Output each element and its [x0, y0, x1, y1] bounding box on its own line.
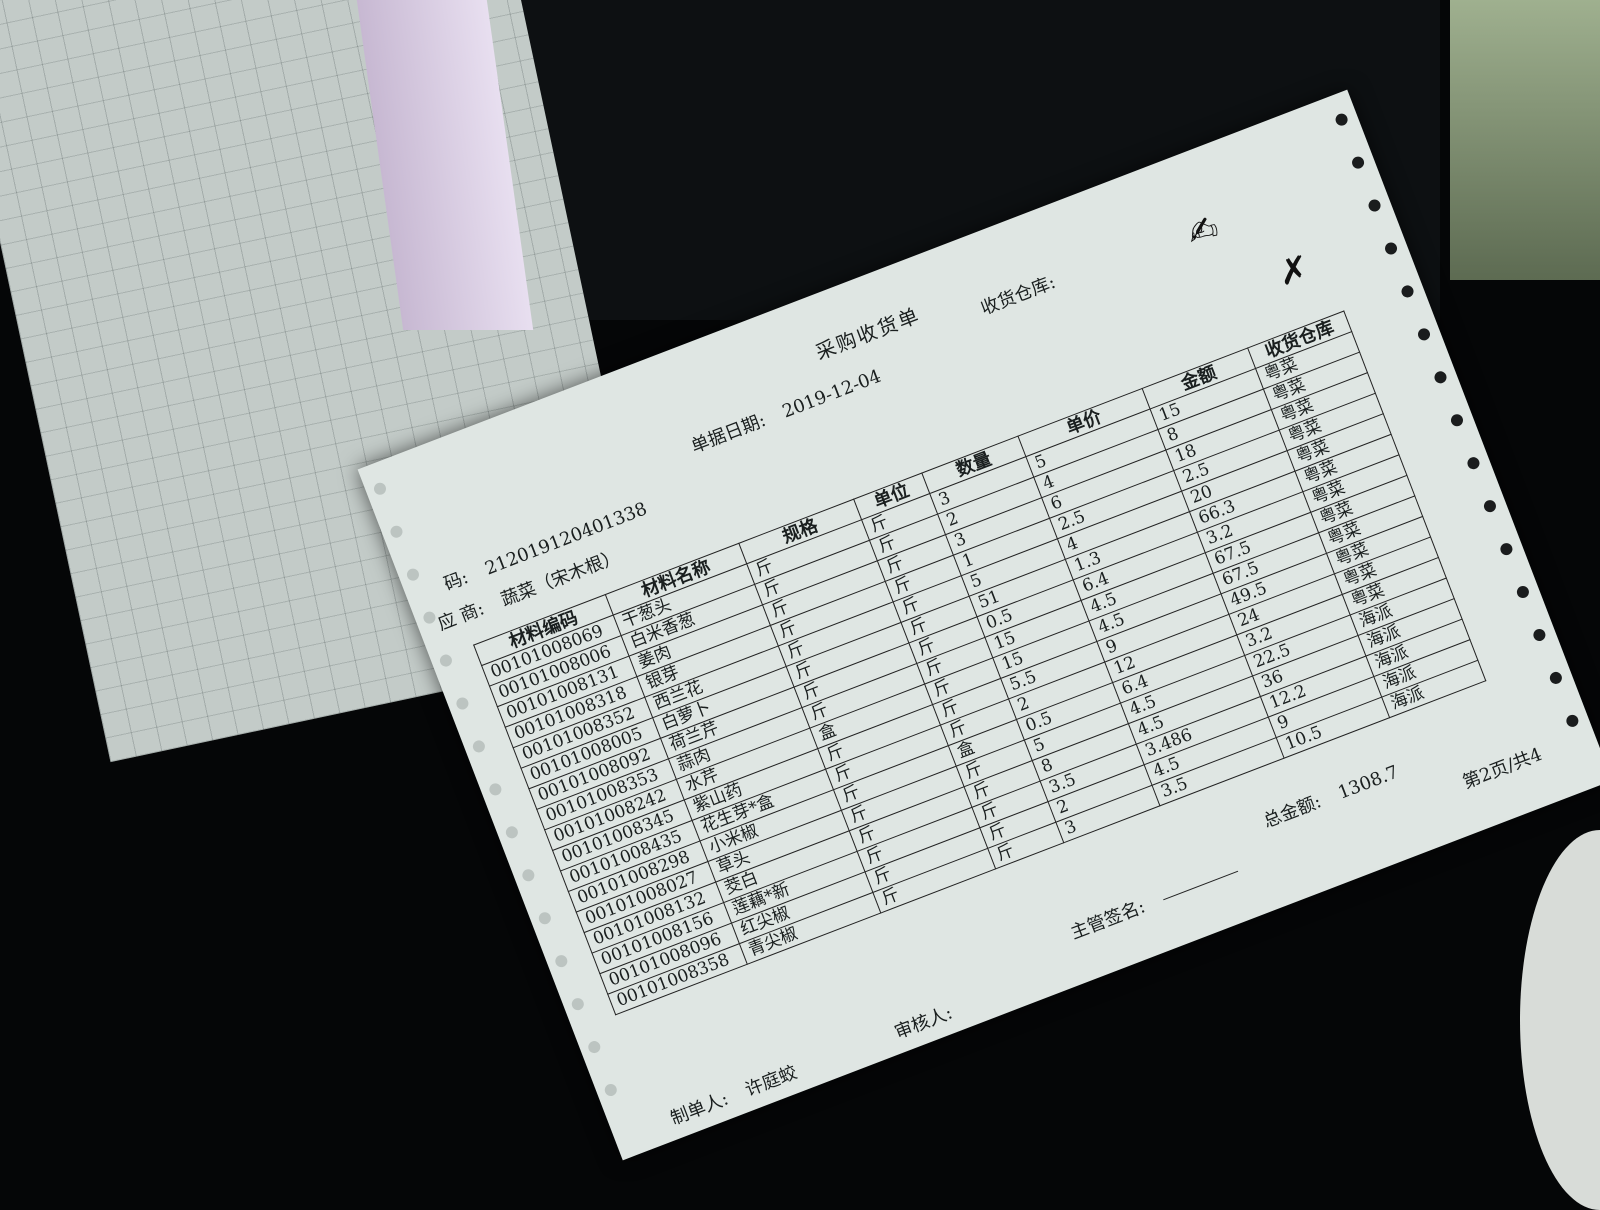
- date-value: 2019-12-04: [779, 365, 884, 423]
- supervisor-label: 主管签名:: [1067, 896, 1149, 944]
- document-title: 采购收货单: [812, 302, 924, 365]
- tractor-hole: [586, 1039, 603, 1055]
- tractor-hole: [1564, 713, 1581, 729]
- supervisor-line: 主管签名:: [1066, 857, 1241, 945]
- tractor-hole: [1432, 369, 1449, 386]
- code-label: 码:: [441, 566, 472, 596]
- handwritten-signature: ✍: [1184, 208, 1223, 255]
- tractor-hole: [372, 481, 388, 497]
- reviewer-line: 审核人:: [890, 999, 956, 1045]
- creator-label: 制单人:: [667, 1088, 732, 1130]
- tractor-hole: [537, 910, 553, 926]
- tractor-hole: [1515, 584, 1531, 600]
- tractor-hole: [520, 867, 537, 884]
- white-plate: [1520, 830, 1600, 1210]
- tractor-hole: [1482, 498, 1498, 514]
- handwritten-signature-2: ✗: [1275, 248, 1313, 295]
- green-object: [1450, 0, 1600, 280]
- tractor-hole: [553, 953, 570, 969]
- supplier-label: 应 商:: [435, 598, 488, 636]
- tractor-hole: [1465, 455, 1482, 471]
- tractor-hole: [1416, 326, 1432, 343]
- page-indicator: 第2页/共4: [1459, 743, 1545, 794]
- tractor-hole: [1449, 412, 1465, 429]
- tractor-hole: [487, 781, 504, 798]
- tractor-hole: [405, 566, 421, 583]
- tractor-hole: [570, 996, 586, 1012]
- total-label: 总金额:: [1260, 791, 1325, 833]
- date-label: 单据日期:: [688, 409, 769, 458]
- signature-blank: [1162, 870, 1238, 900]
- reviewer-label: 审核人:: [891, 1002, 956, 1044]
- tractor-hole: [504, 824, 520, 841]
- tractor-hole: [471, 738, 487, 755]
- total-line: 总金额: 1308.7: [1259, 758, 1402, 833]
- tractor-hole: [1498, 541, 1515, 557]
- creator-value: 许庭蛟: [742, 1061, 801, 1101]
- table-body: 00101008069 干葱头斤斤 3 5 15 粤菜 00101008006 白米香葱斤斤 2…: [481, 331, 1486, 1015]
- tractor-hole: [1350, 154, 1366, 171]
- warehouse-line: 收货仓库:: [977, 268, 1059, 320]
- tractor-hole: [1366, 197, 1383, 214]
- tractor-hole: [438, 652, 454, 669]
- tractor-hole: [1548, 670, 1564, 686]
- tractor-hole: [1531, 627, 1548, 643]
- tractor-hole: [1383, 240, 1399, 257]
- tractor-hole: [1333, 111, 1350, 128]
- warehouse-label: 收货仓库:: [978, 271, 1059, 320]
- creator-line: 制单人: 许庭蛟: [666, 1058, 800, 1130]
- tractor-hole: [388, 523, 405, 540]
- tractor-hole: [603, 1082, 619, 1098]
- items-table: 材料编码 材料名称 规格 单位 数量 单价 金额 收货仓库 00101008069 干葱头斤斤 3…: [473, 310, 1486, 1015]
- tractor-hole: [454, 695, 471, 712]
- total-value: 1308.7: [1335, 761, 1402, 804]
- date-line: 单据日期: 2019-12-04: [687, 362, 885, 459]
- tractor-hole: [1399, 283, 1416, 300]
